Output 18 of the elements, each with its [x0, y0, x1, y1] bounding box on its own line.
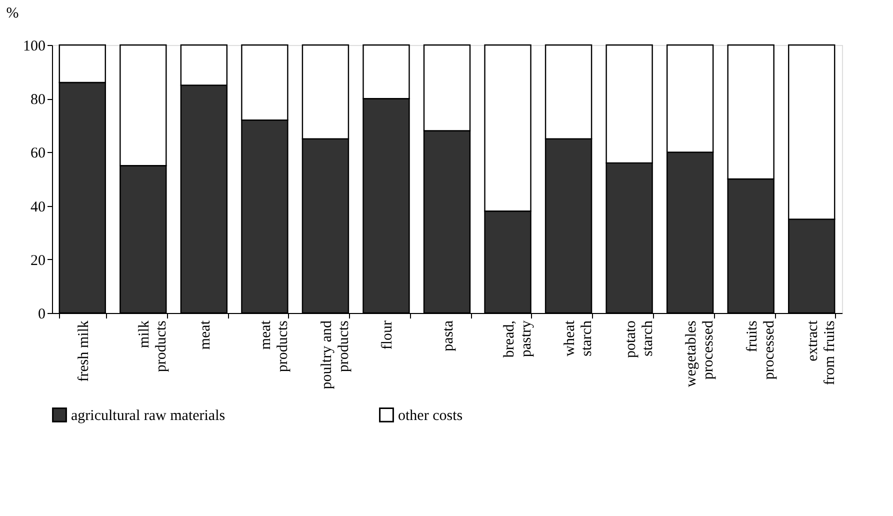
x-tick-label: milk products	[136, 320, 170, 372]
y-tick-label: 80	[30, 92, 46, 108]
x-tick-label: flour	[380, 320, 396, 350]
legend-label: other costs	[398, 408, 463, 424]
y-tick-label: 60	[30, 146, 46, 162]
legend-label: agricultural raw materials	[71, 408, 226, 424]
x-tick-label: bread, pastry	[501, 320, 534, 358]
y-tick-label: 0	[38, 306, 46, 322]
y-tick-label: 40	[30, 199, 46, 216]
x-tick-label: wheat starch	[562, 320, 596, 356]
y-axis-title: %	[6, 6, 19, 22]
y-tick-label: 100	[23, 38, 46, 54]
x-tick-label: meat	[197, 320, 214, 350]
x-tick-label: fresh milk	[76, 320, 92, 382]
x-tick-label: meat products	[258, 320, 292, 372]
y-tick-label: 20	[30, 252, 46, 269]
x-tick-label: potato starch	[622, 320, 656, 358]
x-tick-label: pasta	[440, 320, 456, 352]
